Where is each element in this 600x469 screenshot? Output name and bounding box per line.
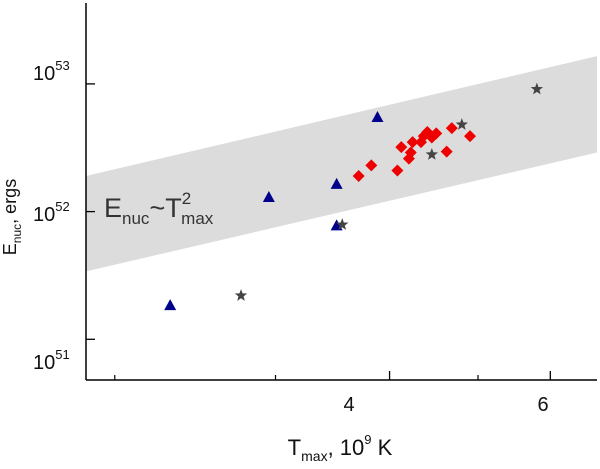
diamond-point	[445, 122, 458, 135]
y-tick-label-1e51: 1051	[33, 347, 70, 374]
diamond-point	[440, 145, 453, 158]
x-tick-label-6: 6	[537, 394, 548, 416]
scaling-annotation: Enuc~T2 max	[104, 189, 214, 228]
diamond-point	[430, 127, 443, 140]
star-point	[530, 82, 544, 95]
diamond-point	[464, 130, 477, 143]
triangle-point	[262, 191, 275, 203]
scaling-band	[86, 56, 597, 272]
diamond-point	[406, 136, 419, 149]
x-tick-label-4: 4	[343, 394, 354, 416]
y-tick-label-1e52: 1052	[33, 199, 70, 226]
diamond-point	[391, 164, 404, 177]
data-points	[164, 82, 544, 311]
star-point	[336, 218, 349, 230]
triangle-point	[330, 177, 343, 189]
triangle-point	[164, 299, 177, 311]
y-tick-label-1e53: 1053	[33, 58, 70, 85]
diamond-point	[365, 159, 378, 172]
axes	[85, 3, 597, 381]
diamond-point	[395, 141, 408, 154]
diamond-point	[404, 146, 417, 159]
x-axis-title: Tmax, 109 K	[288, 432, 393, 464]
triangle-point	[371, 111, 384, 123]
diamond-point	[352, 169, 365, 182]
star-point	[425, 147, 439, 160]
y-axis-title: Enuc, ergs	[0, 179, 24, 255]
tick-marks	[86, 83, 551, 380]
star-point	[455, 118, 469, 130]
scaling-band-layer	[86, 56, 597, 272]
star-point	[234, 289, 248, 301]
